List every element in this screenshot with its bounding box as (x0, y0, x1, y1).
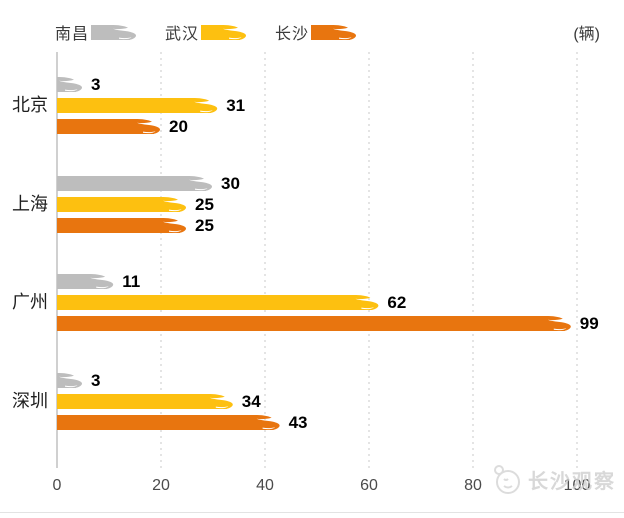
marker-detail (339, 36, 352, 39)
marker-detail (229, 36, 242, 39)
bar-nose-detail (200, 110, 213, 113)
bar-shape (57, 274, 114, 289)
category-label-上海: 上海 (12, 194, 48, 214)
value-label-北京-南昌: 3 (91, 75, 100, 94)
value-label-北京-长沙: 20 (169, 117, 188, 136)
value-label-广州-长沙: 99 (580, 314, 599, 333)
watermark: 长沙观察 (492, 462, 616, 496)
bar-shape (57, 295, 379, 310)
x-tick-label-0: 0 (53, 477, 62, 494)
bar-北京-武汉 (57, 98, 218, 113)
bottom-separator (0, 512, 624, 513)
value-label-上海-武汉: 25 (195, 195, 214, 214)
legend-item-长沙: 长沙 (275, 20, 357, 44)
bar-nose-detail (215, 406, 229, 409)
category-label-北京: 北京 (12, 95, 48, 115)
bar-nose-detail (169, 209, 182, 212)
bar-shape (57, 316, 571, 331)
legend-train-marker-icon (91, 24, 137, 40)
bar-nose-detail (262, 427, 276, 430)
bar-shape (57, 373, 82, 388)
marker-detail (119, 36, 132, 39)
legend-label: 武汉 (165, 26, 200, 43)
bar-nose-detail (361, 307, 374, 310)
bar-深圳-武汉 (57, 394, 233, 409)
marker-shape (311, 24, 357, 40)
legend-item-武汉: 武汉 (165, 20, 247, 44)
category-label-广州: 广州 (12, 292, 48, 312)
value-label-深圳-长沙: 43 (289, 413, 308, 432)
value-label-上海-南昌: 30 (221, 174, 240, 193)
watermark-face-logo-icon (494, 465, 520, 494)
bar-shape (57, 77, 82, 92)
bar-shape (57, 394, 233, 409)
x-tick-label-60: 60 (360, 477, 378, 494)
bar-nose-detail (195, 188, 208, 191)
marker-shape (91, 24, 137, 40)
bar-广州-长沙 (57, 316, 571, 331)
bar-shape (57, 218, 186, 233)
unit-label: (辆) (573, 26, 600, 43)
bar-上海-南昌 (57, 176, 212, 191)
x-tick-label-20: 20 (152, 477, 170, 494)
value-label-深圳-南昌: 3 (91, 371, 100, 390)
legend-label: 南昌 (55, 26, 90, 43)
bar-上海-长沙 (57, 218, 186, 233)
bar-nose-detail (96, 286, 109, 289)
bar-北京-长沙 (57, 119, 160, 134)
bar-广州-武汉 (57, 295, 379, 310)
value-label-广州-武汉: 62 (387, 293, 406, 312)
legend-label: 长沙 (275, 26, 310, 43)
value-label-上海-长沙: 25 (195, 216, 214, 235)
legend-item-南昌: 南昌 (55, 20, 137, 44)
bar-nose-detail (143, 131, 156, 134)
x-tick-label-40: 40 (256, 477, 274, 494)
bar-nose-detail (553, 328, 567, 331)
bar-shape (57, 119, 160, 134)
x-tick-label-80: 80 (464, 477, 482, 494)
value-label-深圳-武汉: 34 (242, 392, 261, 411)
legend-train-marker-icon (311, 24, 357, 40)
watermark-text: 长沙观察 (528, 470, 616, 493)
x-tick-label-100: 100 (564, 477, 591, 494)
bar-nose-detail (65, 385, 78, 388)
value-label-广州-南昌: 11 (122, 272, 140, 291)
bar-shape (57, 415, 280, 430)
bar-上海-武汉 (57, 197, 186, 212)
bar-shape (57, 176, 212, 191)
bar-广州-南昌 (57, 274, 114, 289)
value-label-北京-武汉: 31 (226, 96, 245, 115)
bar-nose-detail (169, 230, 182, 233)
bar-nose-detail (65, 89, 78, 92)
legend-train-marker-icon (201, 24, 247, 40)
category-label-深圳: 深圳 (12, 391, 48, 411)
chart-legend: 南昌 武汉 长沙 (55, 20, 385, 44)
bar-深圳-南昌 (57, 373, 82, 388)
bar-shape (57, 98, 218, 113)
bar-shape (57, 197, 186, 212)
bar-深圳-长沙 (57, 415, 280, 430)
marker-shape (201, 24, 247, 40)
bar-北京-南昌 (57, 77, 82, 92)
